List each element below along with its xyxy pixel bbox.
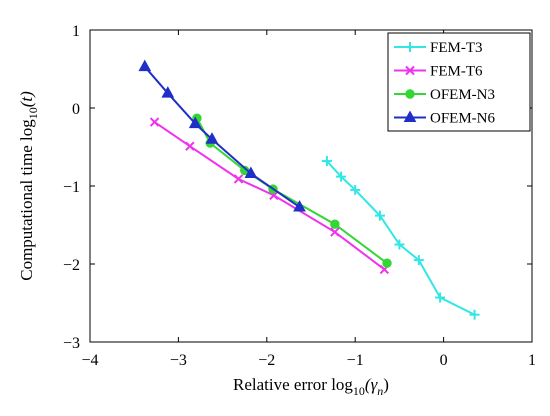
series-fem-t6 [149,117,390,275]
data-point-ofem-n6 [161,86,175,98]
legend-entry-ofem-n3: OFEM-N3 [394,87,495,103]
data-point-fem-t6 [330,227,340,237]
legend-marker-fem-t6 [405,65,415,76]
legend-marker-ofem-n3 [405,89,415,99]
y-tick-label: −3 [63,335,80,352]
x-tick-label: −1 [347,352,364,369]
data-point-fem-t3 [394,239,405,250]
x-axis-label-argsub: n [377,384,383,398]
y-axis-label-sub: 10 [26,107,40,119]
legend-label-ofem-n6: OFEM-N6 [430,111,496,127]
series-line-fem-t6 [153,121,385,271]
series-fem-t3 [321,156,480,320]
x-tick-label: −2 [258,352,275,369]
data-point-fem-t3 [413,255,424,266]
legend-entry-ofem-n6: OFEM-N6 [394,110,496,127]
data-point-ofem-n3 [330,219,340,229]
data-point-fem-t3 [435,292,446,303]
y-axis-label-arg: (t) [17,91,36,107]
data-point-fem-t3 [469,309,480,320]
x-axis-label-prefix: Relative error log [233,375,353,394]
series-ofem-n6 [138,59,306,212]
y-tick-label: 0 [72,101,80,118]
series-line-ofem-n6 [144,66,301,208]
data-point-fem-t3 [374,210,385,221]
ticks-layer: −4 −3 −2 −1 0 110−1−2−3 [63,23,536,369]
x-axis-label-suffix: ) [383,375,389,394]
x-tick-label: 1 [528,352,536,369]
legend-marker-fem-t3 [405,42,415,52]
legend-entry-fem-t3: FEM-T3 [394,40,483,56]
data-point-fem-t6 [149,117,160,127]
x-tick-label: −4 [81,352,98,369]
legend-entry-fem-t6: FEM-T6 [394,64,483,80]
y-tick-label: −1 [63,179,80,196]
data-point-fem-t3 [336,171,347,182]
legend-label-fem-t3: FEM-T3 [430,40,483,56]
legend-label-fem-t6: FEM-T6 [430,64,483,80]
data-point-fem-t3 [321,156,332,167]
data-point-ofem-n6 [293,200,306,212]
data-point-ofem-n3 [382,258,392,268]
y-axis-label: Computational time log10(t) [17,91,40,281]
data-point-ofem-n6 [188,116,202,129]
data-point-fem-t6 [233,174,244,184]
x-tick-label: 0 [440,352,448,369]
x-axis-label-arg: (γ [365,375,379,394]
x-axis-label: Relative error log10(γn) [233,375,389,398]
legend-marker-ofem-n6 [403,110,417,122]
data-point-ofem-n6 [205,132,219,144]
y-tick-label: −2 [63,257,80,274]
y-axis-label-prefix: Computational time log [17,119,36,281]
x-tick-label: −3 [170,352,187,369]
series-line-fem-t3 [326,160,475,316]
legend: FEM-T3 FEM-T6 OFEM-N3 OFEM-N6 [387,32,531,132]
data-point-ofem-n6 [138,59,152,72]
data-point-fem-t6 [185,141,195,151]
series-layer [138,59,480,320]
y-tick-label: 1 [72,23,80,40]
x-axis-label-sub: 10 [353,384,365,398]
data-point-ofem-n6 [244,166,258,179]
legend-label-ofem-n3: OFEM-N3 [430,87,495,103]
data-point-fem-t3 [350,184,361,195]
